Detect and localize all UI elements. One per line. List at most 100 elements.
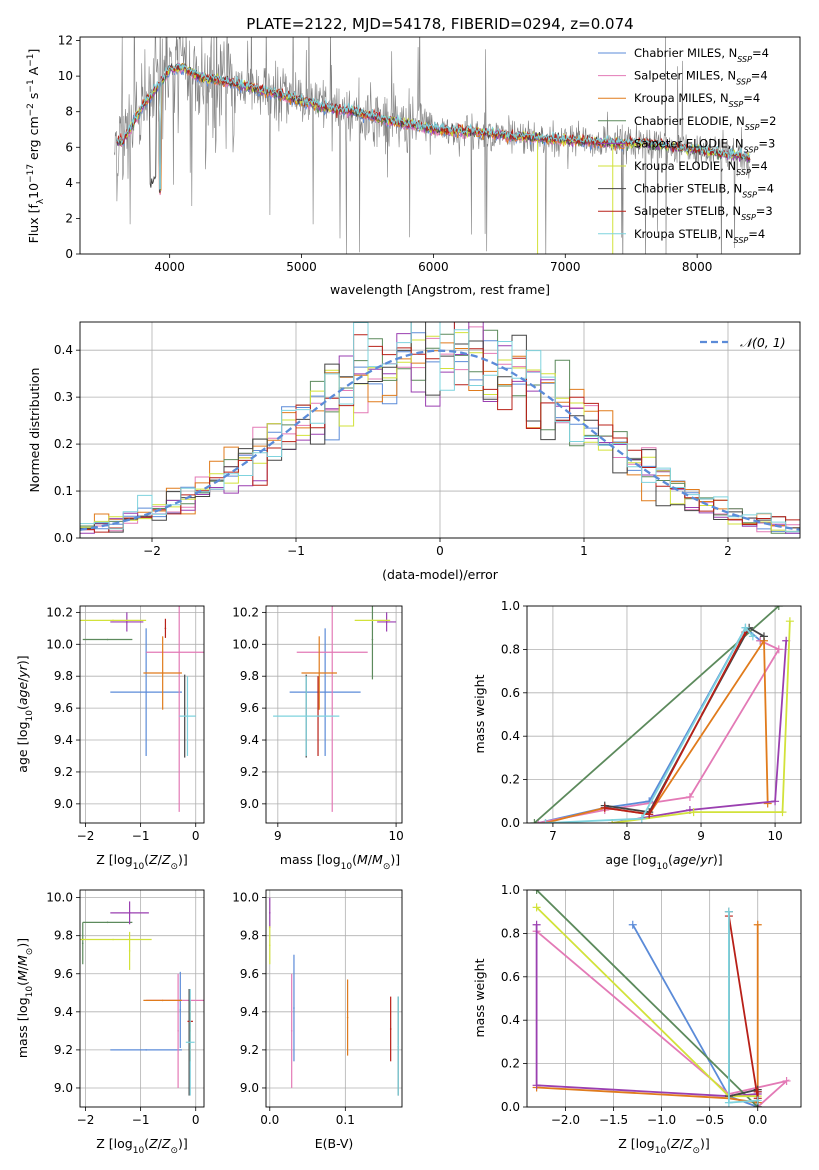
data-point <box>305 715 308 717</box>
age_vs_Z-plot-area <box>80 606 204 812</box>
y-tick-label: 10.0 <box>232 891 259 905</box>
y-tick-label: 10.0 <box>46 891 73 905</box>
weight-marker <box>748 632 757 641</box>
y-tick-label: 0.1 <box>54 484 73 498</box>
data-point <box>112 619 114 622</box>
axis-label-part: −2 <box>26 103 36 116</box>
x-tick-label: 10 <box>767 829 782 843</box>
y-tick-label: 9.2 <box>54 1043 73 1057</box>
axis-label-part: 10 <box>657 862 669 872</box>
y-axis-label: mass weight <box>472 674 487 753</box>
age_vs_Z-axes: −2 −1 09.09.29.49.69.810.010.2Z [log10(Z/Z… <box>15 605 205 872</box>
weight-marker <box>645 810 654 819</box>
axis-label-part: / <box>368 852 373 867</box>
legend-label-text: Kroupa ELODIE, N <box>634 159 736 173</box>
legend-label-suffix: =4 <box>752 46 769 60</box>
data-point <box>371 638 374 641</box>
y-tick-label: 1.0 <box>501 599 520 613</box>
axis-label-part: 10 <box>25 710 35 722</box>
weight-marker <box>724 1098 733 1107</box>
x-tick-label: −2 <box>143 544 161 558</box>
legend-label-suffix: =4 <box>751 69 768 83</box>
axis-label-part: 10 <box>341 862 353 872</box>
weight-series-0 <box>537 626 761 823</box>
legend-label: Kroupa ELODIE, NSSP=4 <box>634 159 768 177</box>
legend-label: Kroupa STELIB, NSSP=4 <box>634 227 765 245</box>
weight-marker <box>774 645 783 654</box>
legend-label: 𝒩(0, 1) <box>740 335 786 350</box>
axis-label-part: A <box>26 66 41 79</box>
legend-label-sub: SSP <box>736 77 751 86</box>
x-tick-label: 4000 <box>154 260 185 274</box>
weight-series-3 <box>535 890 759 1107</box>
data-point <box>290 1030 293 1032</box>
axis-label-part: Z <box>148 852 158 867</box>
axis-label-part: / <box>158 1136 163 1151</box>
data-point <box>186 715 189 717</box>
legend-label-sub: SSP <box>742 190 757 199</box>
x-tick-label: −0.5 <box>695 1113 724 1127</box>
weight-series-7 <box>728 915 759 1099</box>
axis-label-part: )] <box>700 1136 710 1151</box>
axis-label-part: ( <box>15 705 30 710</box>
data-point <box>106 921 109 924</box>
weight-marker <box>532 890 541 894</box>
axis-label-part: 10 <box>133 1146 145 1156</box>
y-tick-label: 0.2 <box>501 773 520 787</box>
weight-marker <box>753 1096 762 1105</box>
axis-label-part: )] <box>390 852 400 867</box>
model-spectrum-1 <box>117 62 626 196</box>
x-tick-label: −1 <box>132 1113 150 1127</box>
weight-series-6 <box>604 626 765 814</box>
weight-series-4 <box>612 640 788 823</box>
age_vs_mass-plot-area <box>273 606 397 812</box>
x-tick-label: 0.1 <box>336 1113 355 1127</box>
axis-label-part: Flux [f <box>26 204 41 244</box>
axis-label-part: ( <box>144 852 149 867</box>
y-tick-label: 9.2 <box>240 765 259 779</box>
data-point <box>164 627 167 630</box>
x-axis-label: Z [log10(Z/Z⊙)] <box>618 1136 710 1156</box>
x-tick-label: 8000 <box>682 260 713 274</box>
y-tick-label: 0.8 <box>501 926 520 940</box>
residuals-frame <box>79 321 801 539</box>
y-tick-label: 0.2 <box>501 1057 520 1071</box>
x-axis-label: Z [log10(Z/Z⊙)] <box>96 852 188 872</box>
figure-title: PLATE=2122, MJD=54178, FIBERID=0294, z=0… <box>246 15 633 33</box>
x-tick-label: 1 <box>580 544 588 558</box>
x-tick-label: −2.0 <box>551 1113 580 1127</box>
data-point <box>293 1007 295 1009</box>
legend-label-suffix: =4 <box>748 227 765 241</box>
y-tick-label: 0.0 <box>501 816 520 830</box>
legend-label-text: Chabrier MILES, N <box>634 46 737 60</box>
weight-marker <box>689 808 698 817</box>
weight-marker <box>685 792 694 801</box>
weight-series-5 <box>535 906 758 1098</box>
axis-label-part: ] <box>26 49 41 54</box>
weight-marker <box>532 903 541 912</box>
y-tick-label: 0.3 <box>54 390 73 404</box>
weight_vs_Z-axes: −2.0 −1.5 −1.0 −0.5 0.0 0.0 0.2 0.4 0.6 0.8 1.0 Z [… <box>472 883 802 1156</box>
data-point <box>385 621 388 623</box>
legend-label-text: Kroupa STELIB, N <box>634 227 734 241</box>
y-tick-label: 10.0 <box>232 637 259 651</box>
weight-marker <box>637 814 646 823</box>
weight-marker <box>774 606 783 610</box>
weight-marker <box>628 920 637 929</box>
y-tick-label: 2 <box>65 211 73 225</box>
weight_vs_age-frame <box>526 605 802 824</box>
x-axis-label: E(B-V) <box>315 1136 354 1151</box>
legend-label-suffix: =2 <box>760 114 777 128</box>
y-tick-label: 0.6 <box>501 686 520 700</box>
axis-label-part: M <box>15 970 30 981</box>
data-point <box>161 999 164 1002</box>
axis-label-part: )] <box>15 655 30 665</box>
axis-label-part: ⊙ <box>25 948 35 956</box>
x-tick-label: 8 <box>623 829 631 843</box>
model-spectrum-8 <box>116 63 751 190</box>
data-point <box>389 1028 392 1030</box>
x-tick-label: 10 <box>388 829 403 843</box>
axis-label-part: Z [log <box>96 1136 132 1151</box>
data-point <box>324 691 326 693</box>
weight-marker <box>532 1081 541 1090</box>
